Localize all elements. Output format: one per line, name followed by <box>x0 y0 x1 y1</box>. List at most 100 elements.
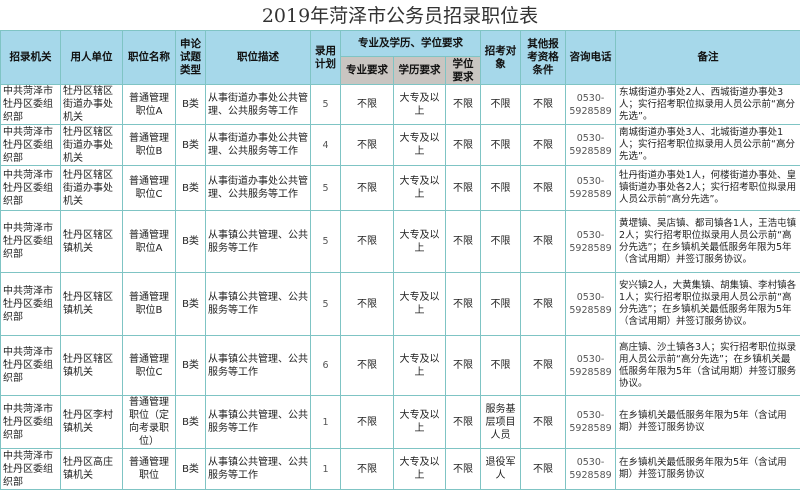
header-major: 专业要求 <box>341 57 394 85</box>
cell-description: 从事街道办事处公共管理、公共服务等工作 <box>206 85 311 125</box>
cell-employer: 牡丹区辖区街道办事处机关 <box>61 125 123 166</box>
cell-other: 不限 <box>521 125 566 166</box>
cell-education: 大专及以上 <box>394 125 446 166</box>
cell-education: 大专及以上 <box>394 166 446 211</box>
cell-employer: 牡丹区李村镇机关 <box>61 396 123 449</box>
cell-position: 普通管理职位B <box>123 125 176 166</box>
header-degree: 学位要求 <box>446 57 481 85</box>
cell-phone: 0530-5928589 <box>566 336 616 396</box>
header-other: 其他报考资格条件 <box>521 31 566 85</box>
cell-education: 大专及以上 <box>394 449 446 490</box>
cell-major: 不限 <box>341 273 394 336</box>
cell-other: 不限 <box>521 166 566 211</box>
cell-degree: 不限 <box>446 396 481 449</box>
cell-other: 不限 <box>521 273 566 336</box>
cell-major: 不限 <box>341 449 394 490</box>
cell-degree: 不限 <box>446 273 481 336</box>
header-education: 学历要求 <box>394 57 446 85</box>
cell-agency: 中共菏泽市牡丹区委组织部 <box>1 125 61 166</box>
cell-major: 不限 <box>341 166 394 211</box>
cell-remark: 黄堽镇、吴店镇、都司镇各1人，王浩屯镇2人；实行招考职位拟录用人员公示前“高分先… <box>616 211 800 273</box>
cell-target: 不限 <box>481 336 521 396</box>
cell-agency: 中共菏泽市牡丹区委组织部 <box>1 336 61 396</box>
cell-exam-type: B类 <box>176 166 206 211</box>
cell-degree: 不限 <box>446 125 481 166</box>
cell-employer: 牡丹区辖区镇机关 <box>61 211 123 273</box>
header-position: 职位名称 <box>123 31 176 85</box>
header-plan: 录用计划 <box>311 31 341 85</box>
header-agency: 招录机关 <box>1 31 61 85</box>
cell-degree: 不限 <box>446 166 481 211</box>
cell-major: 不限 <box>341 85 394 125</box>
cell-description: 从事镇公共管理、公共服务等工作 <box>206 449 311 490</box>
cell-major: 不限 <box>341 211 394 273</box>
cell-other: 不限 <box>521 336 566 396</box>
cell-agency: 中共菏泽市牡丹区委组织部 <box>1 449 61 490</box>
cell-degree: 不限 <box>446 211 481 273</box>
cell-position: 普通管理职位A <box>123 85 176 125</box>
cell-phone: 0530-5928589 <box>566 166 616 211</box>
cell-education: 大专及以上 <box>394 85 446 125</box>
cell-agency: 中共菏泽市牡丹区委组织部 <box>1 273 61 336</box>
cell-degree: 不限 <box>446 449 481 490</box>
cell-exam-type: B类 <box>176 211 206 273</box>
cell-exam-type: B类 <box>176 273 206 336</box>
cell-position: 普通管理职位B <box>123 273 176 336</box>
cell-plan: 1 <box>311 396 341 449</box>
cell-position: 普通管理职位C <box>123 166 176 211</box>
page-title: 2019年菏泽市公务员招录职位表 <box>0 0 800 30</box>
cell-employer: 牡丹区辖区镇机关 <box>61 273 123 336</box>
cell-agency: 中共菏泽市牡丹区委组织部 <box>1 166 61 211</box>
cell-major: 不限 <box>341 396 394 449</box>
cell-major: 不限 <box>341 125 394 166</box>
cell-phone: 0530-5928589 <box>566 396 616 449</box>
cell-remark: 在乡镇机关最低服务年限为5年（含试用期）并签订服务协议 <box>616 396 800 449</box>
cell-target: 不限 <box>481 85 521 125</box>
header-exam-type: 申论试题类型 <box>176 31 206 85</box>
cell-target: 不限 <box>481 273 521 336</box>
cell-remark: 在乡镇机关最低服务年限为5年（含试用期）并签订服务协议 <box>616 449 800 490</box>
cell-employer: 牡丹区辖区镇机关 <box>61 336 123 396</box>
cell-position: 普通管理职位（定向考录职位） <box>123 396 176 449</box>
cell-target: 不限 <box>481 211 521 273</box>
cell-target: 退役军人 <box>481 449 521 490</box>
cell-description: 从事镇公共管理、公共服务等工作 <box>206 211 311 273</box>
position-table: 招录机关 用人单位 职位名称 申论试题类型 职位描述 录用计划 专业及学历、学位… <box>0 30 800 490</box>
cell-phone: 0530-5928589 <box>566 211 616 273</box>
cell-remark: 高庄镇、沙土镇各3人；实行招考职位拟录用人员公示前“高分先选”；在乡镇机关最低服… <box>616 336 800 396</box>
cell-education: 大专及以上 <box>394 396 446 449</box>
cell-phone: 0530-5928589 <box>566 125 616 166</box>
cell-employer: 牡丹区高庄镇机关 <box>61 449 123 490</box>
cell-major: 不限 <box>341 336 394 396</box>
cell-position: 普通管理职位C <box>123 336 176 396</box>
cell-remark: 安兴镇2人，大黄集镇、胡集镇、李村镇各1人；实行招考职位拟录用人员公示前“高分先… <box>616 273 800 336</box>
cell-agency: 中共菏泽市牡丹区委组织部 <box>1 211 61 273</box>
cell-position: 普通管理职位 <box>123 449 176 490</box>
cell-agency: 中共菏泽市牡丹区委组织部 <box>1 85 61 125</box>
cell-phone: 0530-5928589 <box>566 85 616 125</box>
cell-other: 不限 <box>521 396 566 449</box>
cell-remark: 南城街道办事处3人、北城街道办事处1人；实行招考职位拟录用人员公示前“高分先选”… <box>616 125 800 166</box>
cell-education: 大专及以上 <box>394 336 446 396</box>
cell-exam-type: B类 <box>176 85 206 125</box>
cell-degree: 不限 <box>446 85 481 125</box>
table-row: 中共菏泽市牡丹区委组织部牡丹区李村镇机关普通管理职位（定向考录职位）B类从事镇公… <box>1 396 800 449</box>
cell-employer: 牡丹区辖区街道办事处机关 <box>61 166 123 211</box>
cell-plan: 6 <box>311 336 341 396</box>
cell-plan: 4 <box>311 125 341 166</box>
cell-exam-type: B类 <box>176 396 206 449</box>
header-remark: 备注 <box>616 31 800 85</box>
cell-agency: 中共菏泽市牡丹区委组织部 <box>1 396 61 449</box>
cell-other: 不限 <box>521 85 566 125</box>
cell-education: 大专及以上 <box>394 211 446 273</box>
cell-description: 从事街道办事处公共管理、公共服务等工作 <box>206 166 311 211</box>
cell-target: 不限 <box>481 166 521 211</box>
header-employer: 用人单位 <box>61 31 123 85</box>
header-description: 职位描述 <box>206 31 311 85</box>
cell-remark: 东城街道办事处2人、西城街道办事处3人；实行招考职位拟录用人员公示前“高分先选”… <box>616 85 800 125</box>
cell-description: 从事镇公共管理、公共服务等工作 <box>206 273 311 336</box>
